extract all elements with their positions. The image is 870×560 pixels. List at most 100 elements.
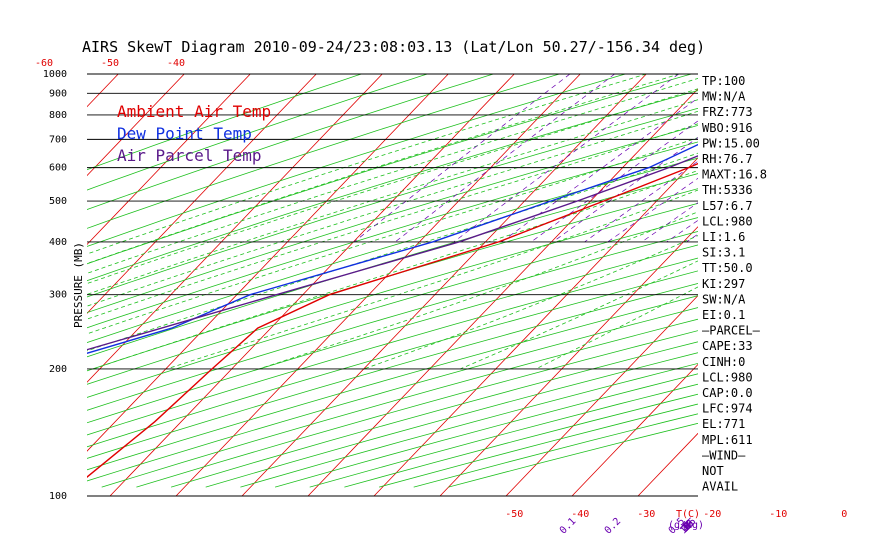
bottom-temp-tick-labels: -50-40-30-20-100102030T(C) xyxy=(505,509,847,520)
top-temp-tick-label: -50 xyxy=(101,58,119,69)
series-line-1 xyxy=(87,162,698,478)
bottom-temp-unit-label: T(C) xyxy=(676,509,700,520)
dry-adiabat-line xyxy=(87,90,698,282)
pressure-tick-label: 600 xyxy=(49,163,67,174)
stat-item: L57:6.7 xyxy=(702,199,753,213)
pressure-tick-label: 700 xyxy=(49,134,67,145)
pressure-tick-label: 200 xyxy=(49,364,67,375)
stat-item: TT:50.0 xyxy=(702,261,753,275)
stat-item: CAPE:33 xyxy=(702,339,753,353)
isotherm-line xyxy=(241,74,647,496)
legend-entry-3: Air Parcel Temp xyxy=(117,146,262,165)
pressure-tick-label: 900 xyxy=(49,88,67,99)
dry-adiabat-line xyxy=(87,217,698,398)
isotherm-line xyxy=(87,74,449,452)
moist-adiabat-line xyxy=(166,189,698,370)
stat-item: LFC:974 xyxy=(702,402,753,416)
dry-adiabat-line xyxy=(205,352,698,488)
dry-adiabat-line xyxy=(87,173,698,358)
stat-item: AVAIL xyxy=(702,480,738,494)
mixing-ratio-grid xyxy=(353,74,870,243)
dry-adiabat-line xyxy=(87,157,698,343)
pressure-tick-label: 400 xyxy=(49,237,67,248)
pressure-tick-labels: 100 200 300 400 500 600 700 800 900 1000 xyxy=(43,69,67,502)
legend-entry-1: Ambient Air Temp xyxy=(117,102,271,121)
stat-item: KI:297 xyxy=(702,277,745,291)
series-line-3 xyxy=(87,155,698,351)
isotherm-line xyxy=(505,295,698,496)
dry-adiabat-line xyxy=(87,74,693,265)
isotherm-line xyxy=(439,226,698,496)
dry-adiabat-line xyxy=(87,124,698,314)
dry-adiabat-line xyxy=(87,74,363,171)
series-layer xyxy=(87,143,698,478)
pressure-tick-label: 1000 xyxy=(43,69,67,80)
bottom-temp-tick-label: -40 xyxy=(571,509,589,520)
isotherm-line xyxy=(836,74,870,496)
mixing-ratio-unit-label: (g/kg) xyxy=(668,520,704,531)
dry-adiabat-line xyxy=(87,74,495,210)
stat-item: SW:N/A xyxy=(702,292,746,306)
isotherm-line xyxy=(87,74,251,246)
dry-adiabat-line xyxy=(87,74,561,229)
stat-item: SI:3.1 xyxy=(702,246,745,260)
moist-adiabat-line xyxy=(87,137,698,335)
stat-item: TH:5336 xyxy=(702,183,753,197)
chart-title: AIRS SkewT Diagram 2010-09-24/23:08:03.1… xyxy=(82,38,705,56)
dry-adiabat-line xyxy=(87,231,698,411)
dry-adiabat-line xyxy=(87,202,698,385)
bottom-temp-tick-label: -10 xyxy=(769,509,787,520)
pressure-tick-label: 500 xyxy=(49,196,67,207)
stat-item: WBO:916 xyxy=(702,121,753,135)
isotherm-line xyxy=(87,74,185,177)
moist-adiabat-line xyxy=(92,170,698,370)
legend-entry-2: Dew Point Temp xyxy=(117,124,252,143)
isotherm-line xyxy=(571,363,698,496)
dry-adiabat-line xyxy=(87,74,429,191)
series-line-2 xyxy=(87,143,698,354)
stat-item: NOT xyxy=(702,464,724,478)
isotherm-line xyxy=(373,157,698,496)
stat-item: CINH:0 xyxy=(702,355,745,369)
stat-item: TP:100 xyxy=(702,74,745,88)
dry-adiabat-line xyxy=(87,257,698,436)
top-temp-tick-label: -60 xyxy=(35,58,53,69)
mixing-ratio-line xyxy=(790,74,870,242)
moist-adiabat-line xyxy=(258,211,698,370)
y-axis-label: PRESSURE (MB) xyxy=(72,242,85,328)
dry-adiabat-line xyxy=(309,383,698,488)
dry-adiabat-line xyxy=(240,362,698,488)
dry-adiabat-line xyxy=(87,74,627,247)
mixing-ratio-line xyxy=(751,74,870,242)
isotherm-line xyxy=(307,88,698,496)
dry-adiabat-line xyxy=(344,393,698,488)
stat-item: EI:0.1 xyxy=(702,308,745,322)
stat-item: EL:771 xyxy=(702,417,745,431)
dry-adiabat-line xyxy=(87,282,698,459)
pressure-tick-label: 800 xyxy=(49,110,67,121)
dry-adiabat-line xyxy=(87,107,698,298)
pressure-tick-label: 100 xyxy=(49,491,67,502)
dry-adiabat-line xyxy=(87,244,698,424)
mixing-ratio-line xyxy=(641,202,698,243)
bottom-temp-tick-label: -30 xyxy=(637,509,655,520)
stat-item: MPL:611 xyxy=(702,433,753,447)
moist-adiabat-line xyxy=(459,260,698,370)
dry-adiabat-line xyxy=(87,295,698,471)
mixing-ratio-line xyxy=(819,74,870,242)
stat-item: LCL:980 xyxy=(702,370,753,384)
dry-adiabat-line xyxy=(87,188,698,372)
stat-item: PW:15.00 xyxy=(702,136,760,150)
top-temp-tick-labels: -120-110-100-90-80-70-60-50-40 xyxy=(35,58,185,69)
isotherm-line xyxy=(87,74,383,383)
stat-item: CAP:0.0 xyxy=(702,386,753,400)
stat-item: LI:1.6 xyxy=(702,230,745,244)
moist-adiabat-line xyxy=(87,99,698,295)
stat-item: MAXT:16.8 xyxy=(702,168,767,182)
dry-adiabat-line xyxy=(87,141,698,329)
legend: Ambient Air Temp Dew Point Temp Air Parcel… xyxy=(117,102,271,165)
isotherm-line xyxy=(770,74,870,496)
